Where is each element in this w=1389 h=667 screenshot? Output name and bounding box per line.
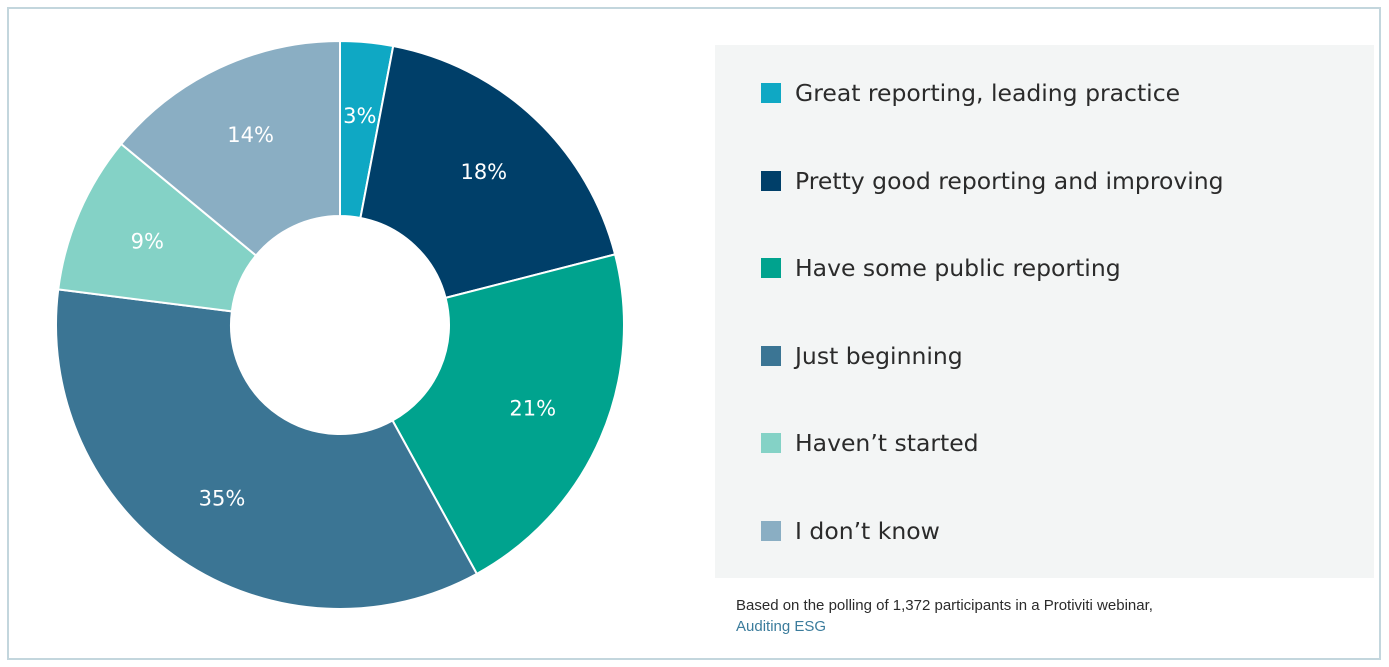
legend-label: Haven’t started [795, 429, 979, 457]
legend-item: Haven’t started [761, 423, 979, 463]
legend-label: Have some public reporting [795, 254, 1121, 282]
slice-value-label: 9% [131, 230, 164, 254]
legend-label: Great reporting, leading practice [795, 79, 1181, 107]
source-note: Based on the polling of 1,372 participan… [736, 595, 1356, 637]
legend-item: I don’t know [761, 511, 940, 551]
legend-swatch [761, 83, 781, 103]
legend-label: Just beginning [795, 341, 963, 370]
legend-label: I don’t know [795, 516, 940, 545]
legend-label: Pretty good reporting and improving [795, 166, 1224, 195]
source-link[interactable]: Auditing ESG [736, 618, 827, 635]
donut-slice [119, 39, 341, 257]
slice-value-label: 3% [343, 104, 376, 128]
donut-chart: 3% 18% 21% 35% 9% 14% [55, 39, 625, 610]
donut-slice [391, 253, 625, 576]
slice-value-label: 21% [509, 396, 556, 420]
chart-frame: 3% 18% 21% 35% 9% 14% Great reporting, leadin… [7, 7, 1381, 660]
legend-swatch [761, 433, 781, 453]
legend-item: Have some public reporting [761, 248, 1121, 288]
legend-item: Great reporting, leading practice [761, 73, 1180, 113]
legend-item: Just beginning [761, 336, 963, 376]
legend-swatch [761, 520, 781, 541]
donut-slice [55, 288, 479, 610]
legend-swatch [761, 258, 781, 278]
legend-item: Pretty good reporting and improving [761, 161, 1224, 201]
legend: Great reporting, leading practice Pretty … [715, 45, 1374, 578]
slice-value-label: 18% [460, 160, 507, 184]
legend-swatch [761, 345, 781, 366]
source-text: Based on the polling of 1,372 participan… [736, 597, 1153, 614]
donut-slice [359, 44, 617, 300]
slice-value-label: 35% [199, 487, 246, 511]
legend-swatch [761, 170, 781, 191]
slice-value-label: 14% [227, 123, 274, 147]
